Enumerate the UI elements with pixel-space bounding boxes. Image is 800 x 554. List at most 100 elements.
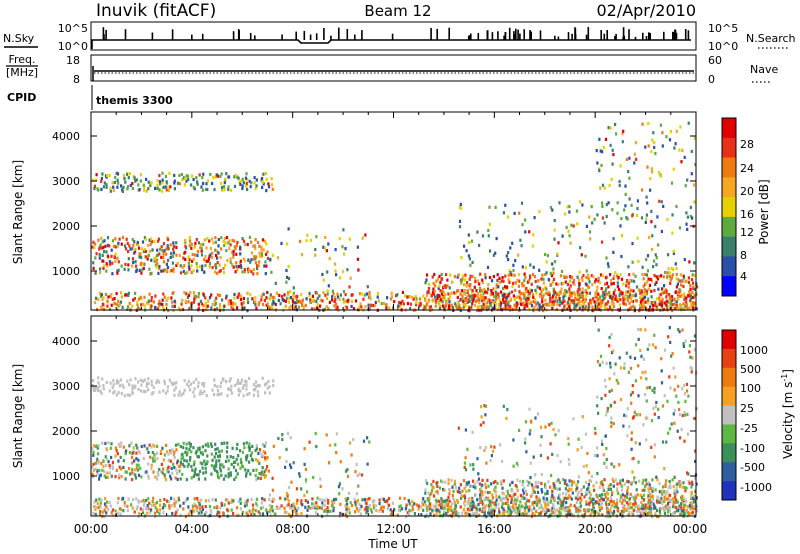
echo-cell <box>551 280 554 284</box>
echo-cell <box>357 268 360 272</box>
echo-cell <box>334 298 337 302</box>
echo-cell <box>109 189 112 193</box>
echo-cell <box>660 229 663 234</box>
echo-cell <box>629 366 633 370</box>
echo-cell <box>130 503 133 507</box>
echo-cell <box>448 513 451 517</box>
echo-cell <box>239 294 242 298</box>
echo-cell <box>134 473 137 477</box>
echo-cell <box>163 497 166 502</box>
echo-cell <box>685 211 688 215</box>
freq-tick-top: 18 <box>66 54 80 67</box>
echo-cell <box>167 452 170 456</box>
echo-cell <box>562 478 565 482</box>
echo-cell <box>455 512 458 516</box>
echo-cell <box>221 298 224 302</box>
echo-cell <box>464 499 467 503</box>
echo-cell <box>533 216 536 220</box>
echo-cell <box>146 243 150 248</box>
echo-cell <box>126 504 129 508</box>
echo-cell <box>521 511 524 516</box>
echo-cell <box>472 294 475 298</box>
echo-cell <box>675 487 678 491</box>
echo-cell <box>215 461 218 465</box>
echo-cell <box>120 467 123 471</box>
echo-cell <box>321 498 324 502</box>
echo-cell <box>478 513 481 517</box>
echo-cell <box>487 511 490 515</box>
echo-cell <box>385 303 388 307</box>
echo-cell <box>266 301 269 306</box>
echo-cell <box>102 266 105 270</box>
echo-cell <box>483 404 486 408</box>
freq-unit-label: [MHz] <box>6 66 38 79</box>
echo-cell <box>541 273 544 277</box>
echo-cell <box>378 498 381 502</box>
echo-cell <box>483 298 486 302</box>
echo-cell <box>619 481 622 485</box>
echo-cell <box>147 180 150 184</box>
echo-cell <box>523 513 526 517</box>
echo-cell <box>611 511 614 516</box>
echo-cell <box>663 467 666 471</box>
echo-cell <box>441 505 444 509</box>
echo-cell <box>470 508 474 512</box>
echo-cell <box>256 390 259 394</box>
echo-cell <box>650 209 653 213</box>
echo-cell <box>652 406 655 411</box>
echo-cell <box>294 305 297 309</box>
echo-cell <box>124 452 127 456</box>
echo-cell <box>528 505 531 509</box>
echo-cell <box>442 295 445 299</box>
echo-cell <box>607 511 610 515</box>
echo-cell <box>595 149 598 153</box>
echo-cell <box>381 497 384 501</box>
echo-cell <box>581 278 584 282</box>
echo-cell <box>143 185 146 189</box>
echo-cell <box>206 237 209 241</box>
echo-cell <box>635 157 638 161</box>
echo-cell <box>467 254 470 258</box>
echo-cell <box>654 253 657 257</box>
echo-cell <box>445 301 448 305</box>
echo-cell <box>626 495 629 499</box>
echo-cell <box>572 224 575 228</box>
echo-cell <box>235 457 238 461</box>
echo-cell <box>532 295 535 299</box>
echo-cell <box>654 405 657 409</box>
nsky-spike <box>467 35 470 40</box>
echo-cell <box>147 450 150 454</box>
echo-cell <box>411 504 414 508</box>
echo-cell <box>314 511 317 515</box>
power-ytick-4000: 4000 <box>52 130 80 143</box>
echo-cell <box>550 509 553 513</box>
echo-cell <box>448 299 451 304</box>
echo-cell <box>551 493 554 497</box>
echo-cell <box>647 481 650 485</box>
echo-cell <box>203 270 206 274</box>
echo-cell <box>116 178 119 182</box>
echo-cell <box>682 481 685 485</box>
echo-cell <box>504 203 507 207</box>
echo-cell <box>158 267 161 271</box>
echo-cell <box>613 274 616 278</box>
echo-cell <box>460 281 463 285</box>
echo-cell <box>266 256 270 260</box>
echo-cell <box>248 448 251 452</box>
echo-cell <box>136 303 139 307</box>
xtick-0400: 04:00 <box>175 522 210 536</box>
echo-cell <box>603 186 606 190</box>
echo-cell <box>570 275 573 279</box>
echo-cell <box>674 142 677 146</box>
echo-cell <box>241 177 244 181</box>
echo-cell <box>139 173 142 177</box>
echo-cell <box>551 306 554 310</box>
echo-cell <box>616 281 619 285</box>
echo-cell <box>619 494 622 498</box>
echo-cell <box>580 488 583 492</box>
echo-cell <box>243 446 246 450</box>
echo-cell <box>198 507 202 511</box>
echo-cell <box>280 241 283 246</box>
echo-cell <box>670 422 673 426</box>
echo-cell <box>527 297 530 301</box>
